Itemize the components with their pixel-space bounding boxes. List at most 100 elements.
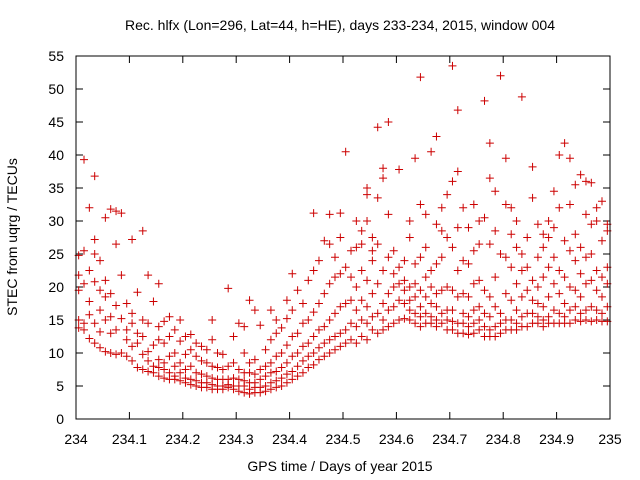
- stec-data-point: [245, 358, 254, 367]
- stec-data-point: [416, 286, 425, 295]
- stec-data-point: [277, 382, 286, 390]
- stec-data-point: [80, 279, 89, 288]
- stec-data-point: [389, 246, 398, 255]
- stec-data-point: [218, 350, 227, 359]
- stec-data-point: [416, 73, 425, 82]
- stec-data-point: [160, 374, 169, 383]
- stec-data-point: [282, 370, 291, 379]
- stec-data-point: [144, 356, 153, 365]
- stec-data-point: [560, 312, 569, 321]
- stec-data-point: [480, 213, 489, 222]
- stec-data-point: [539, 230, 548, 239]
- stec-data-point: [512, 306, 521, 315]
- stec-data-point: [197, 342, 206, 351]
- stec-data-point: [101, 347, 110, 356]
- stec-data-point: [475, 316, 484, 324]
- stec-data-point: [90, 319, 99, 328]
- stec-data-point: [170, 362, 179, 371]
- stec-data-point: [309, 209, 318, 218]
- stec-data-point: [112, 301, 121, 310]
- stec-data-point: [309, 349, 318, 357]
- stec-data-point: [320, 322, 329, 331]
- stec-data-point: [597, 273, 606, 282]
- stec-data-point: [325, 210, 334, 219]
- stec-data-point: [112, 350, 121, 359]
- stec-data-point: [320, 339, 329, 348]
- stec-data-point: [571, 286, 580, 295]
- stec-data-point: [576, 243, 585, 252]
- stec-data-point: [314, 343, 323, 352]
- stec-data-point: [186, 362, 195, 371]
- stec-data-point: [592, 306, 601, 315]
- x-axis-label: GPS time / Days of year 2015: [247, 458, 432, 474]
- stec-data-point: [405, 217, 414, 225]
- stec-data-point: [165, 332, 174, 341]
- stec-data-point: [587, 317, 596, 326]
- stec-data-point: [250, 306, 259, 315]
- stec-data-point: [587, 250, 596, 258]
- stec-data-point: [517, 266, 526, 275]
- stec-data-point: [309, 266, 318, 275]
- stec-data-point: [341, 325, 350, 334]
- stec-data-point: [224, 284, 233, 293]
- stec-data-point: [90, 235, 99, 244]
- stec-data-point: [416, 322, 425, 331]
- stec-data-point: [544, 263, 553, 272]
- stec-data-point: [181, 350, 190, 359]
- stec-data-point: [592, 266, 601, 275]
- stec-data-point: [565, 306, 574, 315]
- stec-data-point: [101, 213, 110, 222]
- stec-data-point: [411, 259, 420, 268]
- stec-data-point: [368, 325, 377, 334]
- stec-data-point: [96, 286, 105, 295]
- stec-data-point: [170, 349, 179, 357]
- stec-data-point: [272, 367, 281, 376]
- stec-data-point: [571, 230, 580, 239]
- stec-data-point: [293, 329, 302, 338]
- stec-data-point: [341, 299, 350, 308]
- stec-data-point: [427, 299, 436, 308]
- stec-data-point: [373, 279, 382, 288]
- stec-data-point: [400, 286, 409, 295]
- stec-data-point: [491, 226, 500, 235]
- stec-data-point: [288, 332, 297, 341]
- stec-data-point: [507, 263, 516, 272]
- stec-data-point: [560, 273, 569, 282]
- stec-data-point: [448, 243, 457, 252]
- stec-data-point: [485, 174, 494, 183]
- stec-data-point: [464, 292, 473, 301]
- stec-data-point: [533, 220, 542, 229]
- stec-data-point: [288, 367, 297, 376]
- stec-data-point: [282, 341, 291, 350]
- stec-data-point: [400, 314, 409, 323]
- x-tick-label: 234.8: [486, 431, 521, 447]
- stec-data-point: [405, 296, 414, 305]
- stec-data-point: [325, 240, 334, 249]
- stec-data-point: [112, 240, 121, 249]
- stec-data-point: [96, 256, 105, 265]
- stec-data-point: [597, 236, 606, 245]
- stec-data-point: [491, 187, 500, 196]
- stec-data-point: [432, 132, 441, 141]
- stec-data-point: [336, 233, 345, 242]
- stec-data-point: [432, 289, 441, 298]
- stec-data-point: [432, 259, 441, 268]
- stec-data-point: [128, 235, 137, 244]
- stec-data-point: [544, 292, 553, 301]
- stec-data-point: [384, 289, 393, 298]
- stec-data-point: [363, 276, 372, 285]
- stec-data-point: [85, 266, 94, 275]
- stec-data-point: [352, 283, 361, 291]
- stec-data-point: [154, 355, 163, 364]
- stec-data-point: [448, 61, 457, 70]
- stec-data-point: [539, 316, 548, 324]
- stec-data-point: [464, 259, 473, 268]
- stec-data-point: [592, 217, 601, 225]
- stec-data-point: [90, 172, 99, 181]
- chart-title: Rec. hlfx (Lon=296, Lat=44, h=HE), days …: [125, 17, 555, 33]
- stec-data-point: [160, 358, 169, 367]
- stec-data-point: [437, 286, 446, 295]
- stec-data-point: [320, 352, 329, 361]
- stec-data-point: [320, 236, 329, 245]
- stec-data-point: [379, 316, 388, 324]
